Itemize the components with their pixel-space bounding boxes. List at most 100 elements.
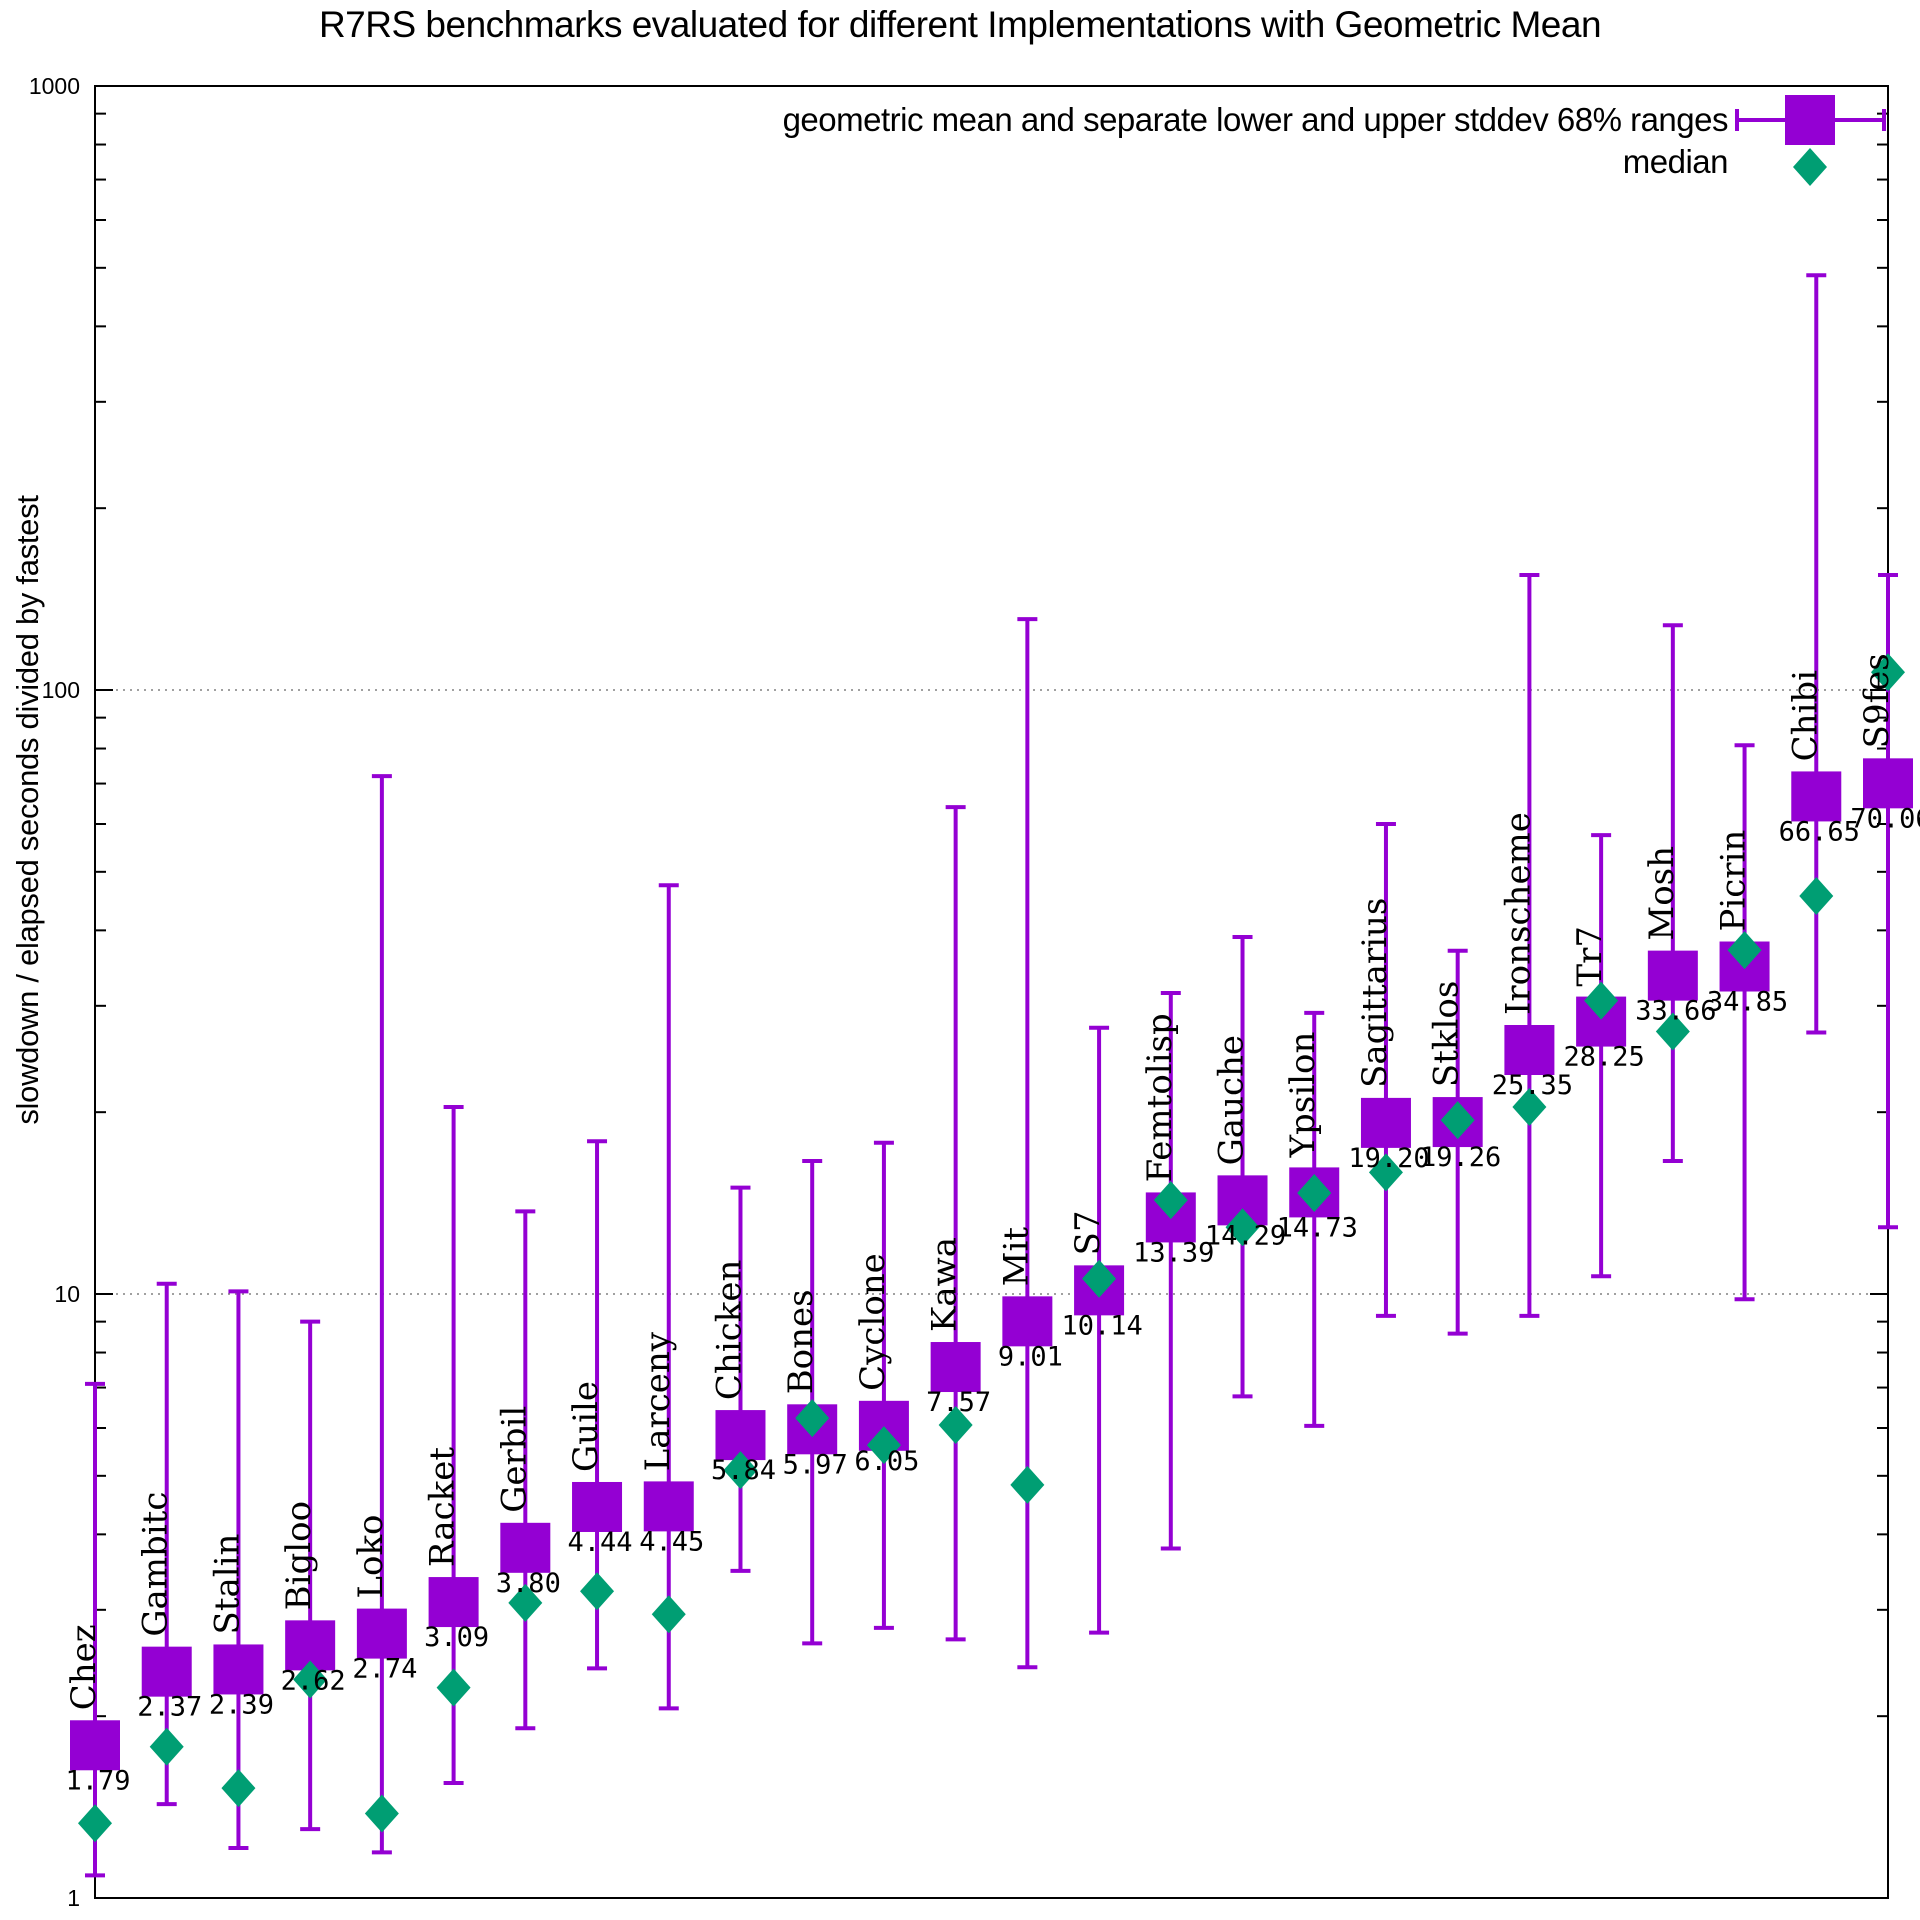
legend-geomean-sample [1785,95,1835,145]
impl-label-bigloo: Bigloo [279,1501,319,1610]
geomean-marker-mosh [1647,950,1698,1001]
impl-label-kawa: Kawa [925,1237,965,1332]
impl-label-chicken: Chicken [709,1260,749,1400]
impl-label-ironscheme: Ironscheme [1498,812,1538,1015]
value-label-mosh: 33.66 [1635,996,1716,1027]
legend-geomean-label: geometric mean and separate lower and up… [782,101,1729,138]
y-tick-label-1: 1 [67,1885,80,1911]
value-label-gambitc: 2.37 [137,1692,202,1723]
median-marker-gauche [1225,1208,1260,1247]
median-marker-kawa [938,1405,973,1444]
median-marker-femtolisp [1153,1181,1188,1220]
impl-label-racket: Racket [423,1447,463,1567]
impl-label-loko: Loko [351,1514,391,1598]
geomean-marker-guile [572,1481,623,1532]
value-label-chez: 1.79 [65,1765,130,1796]
geomean-marker-gerbil [500,1522,551,1573]
median-marker-gerbil [508,1583,543,1622]
median-marker-mit [1010,1465,1045,1504]
value-label-gauche: 14.29 [1205,1220,1286,1251]
median-marker-ypsilon [1297,1173,1332,1212]
value-label-sagittarius: 19.20 [1348,1143,1429,1174]
geomean-marker-ironscheme [1504,1024,1555,1075]
geomean-marker-larceny [643,1481,694,1532]
impl-label-chibi: Chibi [1785,670,1825,762]
geomean-marker-mit [1002,1296,1053,1347]
value-label-loko: 2.74 [352,1654,417,1685]
median-marker-ironscheme [1512,1087,1547,1126]
impl-label-bones: Bones [781,1289,821,1394]
impl-label-chez: Chez [64,1624,104,1710]
median-marker-racket [436,1668,471,1707]
median-marker-bones [795,1399,830,1438]
median-marker-s7 [1082,1259,1117,1298]
impl-label-cyclone: Cyclone [853,1253,893,1391]
impl-label-sagittarius: Sagittarius [1355,898,1395,1088]
chart-title: R7RS benchmarks evaluated for different … [318,4,1602,45]
median-marker-loko [364,1794,399,1833]
impl-label-larceny: Larceny [638,1331,678,1471]
y-tick-label-1000: 1000 [29,73,80,99]
value-label-s9fes: 70.06 [1850,803,1920,834]
median-marker-sagittarius [1368,1153,1403,1192]
geomean-marker-kawa [930,1342,981,1393]
geomean-marker-chez [70,1720,120,1771]
value-label-chibi: 66.65 [1779,816,1860,847]
median-marker-cyclone [866,1426,901,1465]
impl-label-gerbil: Gerbil [494,1406,534,1513]
impl-label-mosh: Mosh [1642,846,1682,941]
geomean-marker-loko [356,1608,407,1659]
impl-label-stalin: Stalin [207,1534,247,1635]
median-marker-chibi [1799,876,1834,915]
value-label-femtolisp: 13.39 [1133,1237,1214,1268]
geomean-marker-gambitc [141,1646,192,1697]
geomean-marker-chibi [1791,771,1842,822]
impl-label-gauche: Gauche [1212,1035,1252,1165]
impl-label-stklos: Stklos [1427,981,1467,1087]
value-label-gerbil: 3.80 [496,1568,561,1599]
median-marker-stklos [1440,1101,1475,1140]
median-marker-larceny [651,1595,686,1634]
impl-label-femtolisp: Femtolisp [1140,1013,1180,1182]
median-marker-gambitc [149,1727,184,1766]
value-label-stklos: 19.26 [1420,1142,1501,1173]
value-label-chicken: 5.84 [711,1455,776,1486]
median-marker-chez [78,1804,112,1843]
geomean-marker-s9fes [1863,758,1913,809]
value-label-racket: 3.09 [424,1622,489,1653]
value-label-cyclone: 6.05 [854,1446,919,1477]
value-label-picrin: 34.85 [1707,987,1788,1018]
impl-label-picrin: Picrin [1714,830,1754,932]
y-tick-label-10: 10 [54,1281,80,1307]
value-label-ypsilon: 14.73 [1277,1212,1358,1243]
value-label-mit: 9.01 [998,1341,1063,1372]
median-marker-picrin [1727,931,1762,970]
value-label-s7: 10.14 [1061,1310,1142,1341]
legend-median-label: median [1622,143,1729,180]
value-label-larceny: 4.45 [639,1526,704,1557]
value-label-guile: 4.44 [568,1527,633,1558]
impl-label-mit: Mit [996,1227,1036,1287]
geomean-marker-racket [428,1577,479,1628]
median-marker-guile [580,1572,615,1611]
value-label-tr7: 28.25 [1563,1042,1644,1073]
median-marker-chicken [723,1451,758,1490]
impl-label-guile: Guile [566,1381,606,1472]
legend-median-sample [1793,148,1827,186]
impl-label-tr7: Tr7 [1570,926,1610,987]
impl-label-ypsilon: Ypsilon [1283,1032,1323,1159]
median-marker-bigloo [293,1660,328,1699]
impl-label-gambitc: Gambitc [136,1492,176,1637]
value-label-bones: 5.97 [783,1449,848,1480]
impl-label-s9fes: S9fes [1857,653,1897,748]
value-label-bigloo: 2.62 [281,1665,346,1696]
value-label-stalin: 2.39 [209,1689,274,1720]
geomean-marker-sagittarius [1360,1097,1411,1148]
median-marker-stalin [221,1769,256,1808]
impl-label-s7: S7 [1068,1210,1108,1255]
median-marker-mosh [1655,1012,1690,1051]
y-tick-label-100: 100 [42,677,80,703]
value-label-kawa: 7.57 [926,1387,991,1418]
